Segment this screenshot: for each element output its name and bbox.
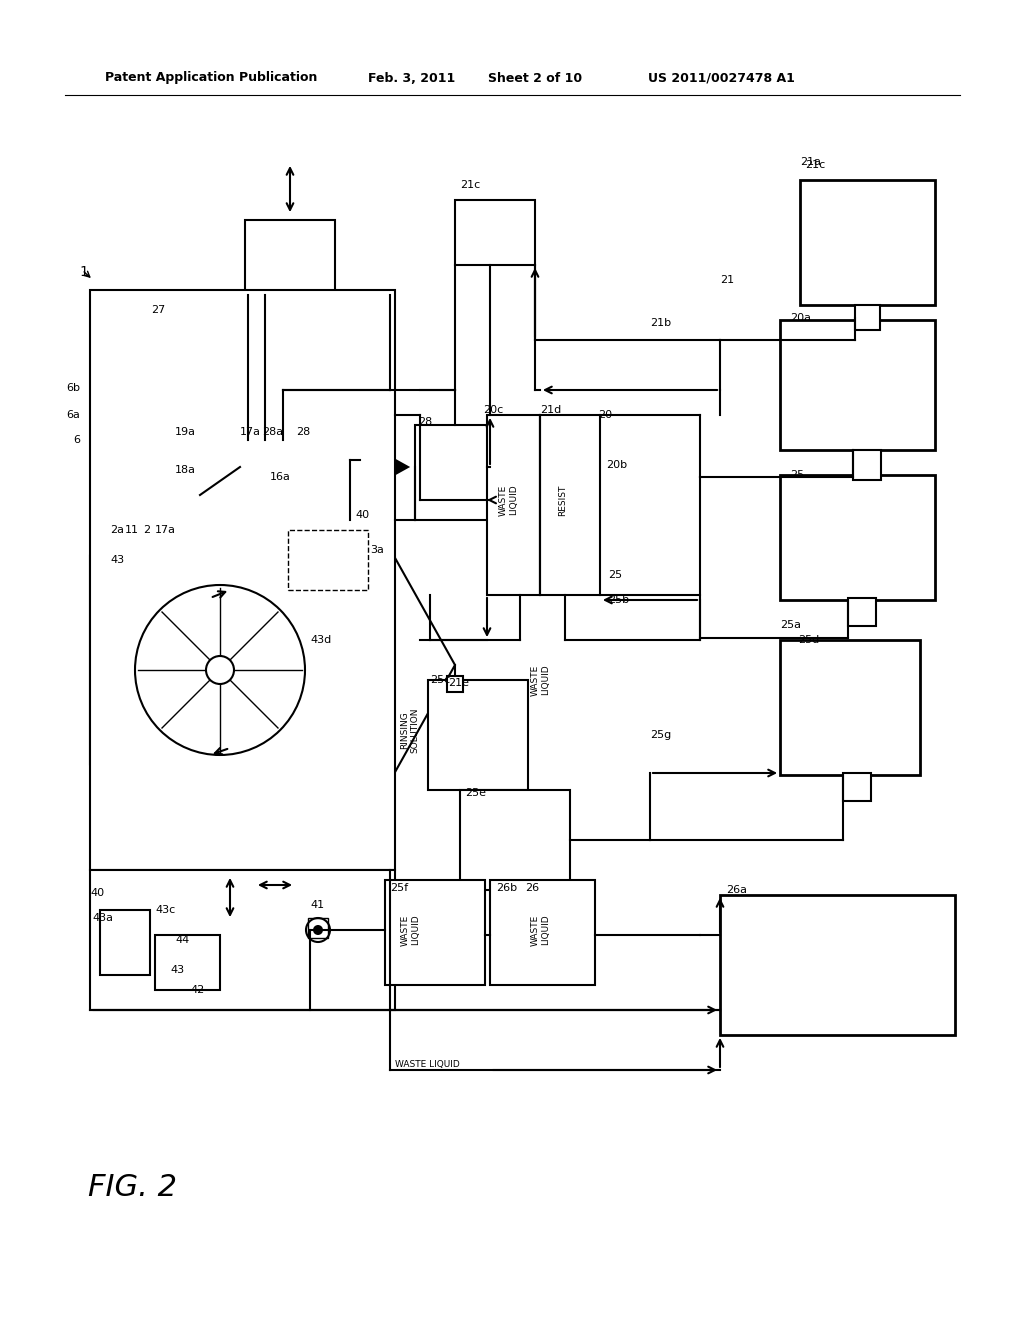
- Circle shape: [206, 656, 234, 684]
- Bar: [428, 680, 528, 789]
- Text: 18a: 18a: [175, 465, 196, 475]
- Text: 26: 26: [525, 883, 539, 894]
- Text: 25: 25: [790, 470, 804, 480]
- Text: 26b: 26b: [496, 883, 517, 894]
- Text: FIG. 2: FIG. 2: [88, 1173, 177, 1203]
- Text: 20b: 20b: [606, 459, 627, 470]
- Text: 25g: 25g: [650, 730, 672, 741]
- Bar: [780, 640, 920, 775]
- Circle shape: [313, 925, 323, 935]
- Bar: [855, 305, 880, 330]
- Bar: [90, 290, 395, 870]
- Text: 25c: 25c: [430, 675, 451, 685]
- Bar: [210, 469, 228, 486]
- Text: RESIST: RESIST: [558, 484, 567, 516]
- Bar: [170, 294, 390, 525]
- Bar: [720, 895, 955, 1035]
- Text: 25a: 25a: [780, 620, 801, 630]
- Text: Feb. 3, 2011: Feb. 3, 2011: [368, 71, 456, 84]
- Bar: [487, 414, 540, 595]
- Text: 3a: 3a: [370, 545, 384, 554]
- Text: 21d: 21d: [540, 405, 561, 414]
- Text: 1: 1: [79, 265, 88, 279]
- Bar: [385, 880, 485, 985]
- Text: 28: 28: [296, 426, 310, 437]
- Polygon shape: [90, 495, 385, 830]
- Text: 25: 25: [608, 570, 623, 579]
- Bar: [800, 180, 935, 305]
- Bar: [490, 880, 595, 985]
- Bar: [250, 635, 350, 715]
- Text: Patent Application Publication: Patent Application Publication: [105, 71, 317, 84]
- Text: 6b: 6b: [66, 383, 80, 393]
- Text: 25d: 25d: [798, 635, 819, 645]
- Text: 2: 2: [143, 525, 151, 535]
- Text: 21b: 21b: [650, 318, 671, 327]
- Text: 25e: 25e: [465, 788, 486, 799]
- Bar: [853, 450, 881, 480]
- Text: WASTE
LIQUID: WASTE LIQUID: [400, 915, 420, 945]
- Bar: [173, 440, 362, 520]
- Text: 16a: 16a: [270, 473, 291, 482]
- Bar: [848, 598, 876, 626]
- Text: Sheet 2 of 10: Sheet 2 of 10: [488, 71, 582, 84]
- Bar: [234, 469, 253, 486]
- Text: 21a: 21a: [800, 157, 821, 168]
- Text: 40: 40: [355, 510, 369, 520]
- Text: 21: 21: [720, 275, 734, 285]
- Text: 11: 11: [125, 525, 139, 535]
- Polygon shape: [390, 457, 408, 477]
- Bar: [288, 531, 368, 590]
- Text: 27: 27: [151, 305, 165, 315]
- Text: 25b: 25b: [608, 595, 629, 605]
- Text: 43a: 43a: [92, 913, 113, 923]
- Text: US 2011/0027478 A1: US 2011/0027478 A1: [648, 71, 795, 84]
- Bar: [415, 425, 490, 520]
- Text: 17a: 17a: [240, 426, 261, 437]
- Text: 20a: 20a: [790, 313, 811, 323]
- Text: 6a: 6a: [67, 411, 80, 420]
- Bar: [245, 220, 335, 294]
- Text: 20: 20: [598, 411, 612, 420]
- Bar: [100, 909, 150, 975]
- Bar: [455, 201, 535, 265]
- Text: 43c: 43c: [155, 906, 175, 915]
- Text: 26a: 26a: [726, 884, 746, 895]
- Text: RINSING
SOLUTION: RINSING SOLUTION: [400, 708, 420, 752]
- Bar: [308, 917, 328, 939]
- Text: 41: 41: [310, 900, 325, 909]
- Text: WASTE
LIQUID: WASTE LIQUID: [530, 664, 550, 696]
- Text: 20c: 20c: [483, 405, 503, 414]
- Bar: [185, 469, 203, 486]
- Text: 21c: 21c: [805, 160, 825, 170]
- Text: WASTE
LIQUID: WASTE LIQUID: [530, 915, 550, 945]
- Text: 42: 42: [190, 985, 204, 995]
- Polygon shape: [385, 540, 455, 789]
- Text: 25f: 25f: [390, 883, 409, 894]
- Bar: [780, 475, 935, 601]
- Bar: [460, 789, 570, 890]
- Bar: [447, 676, 463, 692]
- Text: 43: 43: [170, 965, 184, 975]
- Bar: [780, 319, 935, 450]
- Text: 43: 43: [110, 554, 124, 565]
- Bar: [540, 414, 600, 595]
- Text: 40: 40: [90, 888, 104, 898]
- Text: 21e: 21e: [449, 678, 469, 688]
- Text: WASTE LIQUID: WASTE LIQUID: [395, 1060, 460, 1069]
- Text: 28: 28: [418, 417, 432, 426]
- Text: 28a: 28a: [262, 426, 283, 437]
- Text: 44: 44: [175, 935, 189, 945]
- Bar: [843, 774, 871, 801]
- Bar: [155, 935, 220, 990]
- Text: 19a: 19a: [175, 426, 196, 437]
- Text: 17a: 17a: [155, 525, 176, 535]
- Bar: [90, 870, 395, 1010]
- Text: 43d: 43d: [310, 635, 331, 645]
- Text: 6: 6: [73, 436, 80, 445]
- Text: 21c: 21c: [460, 180, 480, 190]
- Text: WASTE
LIQUID: WASTE LIQUID: [499, 484, 518, 516]
- Text: 2a: 2a: [110, 525, 124, 535]
